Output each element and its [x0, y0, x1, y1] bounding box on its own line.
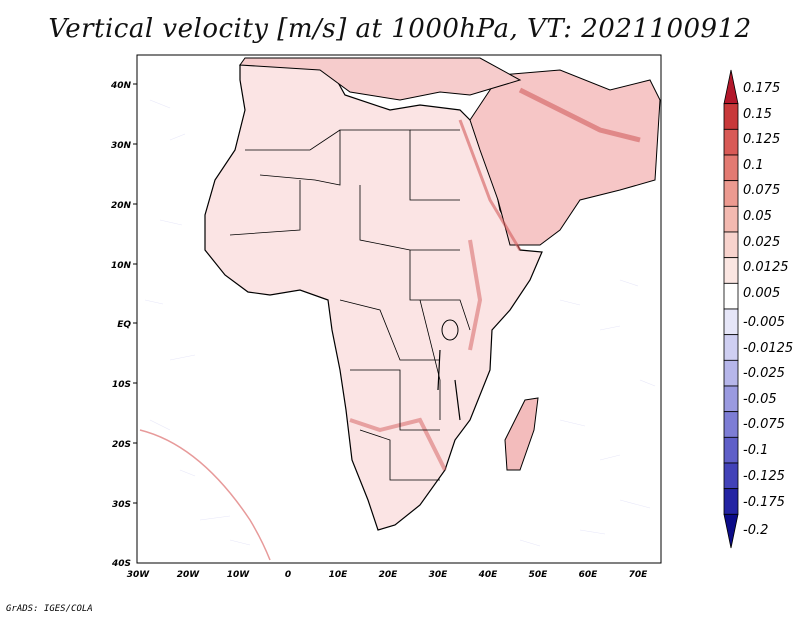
credit-text: GrADS: IGES/COLA [6, 604, 93, 614]
lon-label: 70E [629, 570, 649, 580]
colorbar-cell [723, 462, 739, 490]
ocean-noise [144, 99, 656, 547]
europe-landmass [239, 57, 522, 101]
lon-label: 20W [177, 570, 201, 580]
colorbar-label: 0.175 [743, 81, 780, 96]
red-sea-coast [458, 119, 522, 251]
colorbar-cell [723, 69, 739, 105]
lon-label: 30W [127, 570, 151, 580]
lat-label: 40N [110, 81, 132, 91]
longitude-axis: 30W 20W 10W 0 10E 20E 30E 40E 50E 60E 70… [127, 570, 648, 580]
colorbar-cell [723, 385, 739, 413]
colorbar-cell [723, 103, 739, 130]
rift-lakes [437, 349, 461, 421]
country-borders [229, 129, 471, 481]
colorbar-cell [723, 308, 739, 336]
east-african-highlands [468, 239, 483, 351]
latitude-axis: 40N 30N 20N 10N EQ 10S 20S 30S 40S [110, 81, 132, 569]
colorbar-cell [723, 257, 739, 284]
colorbar-label: 0.075 [743, 183, 780, 198]
lat-label: 20N [111, 201, 132, 211]
lat-label: 40S [111, 559, 131, 569]
map-panel [136, 54, 662, 564]
colorbar-cell [723, 180, 739, 207]
colorbar-label: 0.0125 [743, 260, 789, 275]
colorbar-label: -0.075 [743, 417, 785, 432]
colorbar-cell [723, 154, 739, 182]
lake-victoria [441, 319, 459, 341]
colorbar-cell [723, 411, 739, 438]
madagascar [504, 397, 539, 471]
lat-ticks [133, 83, 137, 504]
lon-label: 30E [429, 570, 449, 580]
lon-label: 40E [478, 570, 499, 580]
colorbar-label: 0.1 [743, 158, 764, 173]
colorbar-cell [723, 334, 739, 361]
lat-label: 10N [111, 261, 132, 271]
colorbar-label: -0.0125 [743, 341, 793, 356]
colorbar-cell [723, 513, 739, 549]
lat-label: EQ [117, 320, 131, 330]
colorbar-cell [723, 205, 739, 233]
colorbar-cell [723, 231, 739, 259]
lon-label: 10W [227, 570, 251, 580]
lat-label: 30N [111, 141, 132, 151]
colorbar-cell [723, 359, 739, 387]
colorbar-label: -0.1 [743, 443, 768, 458]
lon-label: 60E [579, 570, 599, 580]
lon-label: 0 [285, 570, 291, 580]
colorbar-label: -0.025 [743, 366, 785, 381]
lon-label: 50E [529, 570, 549, 580]
chart-title: Vertical velocity [m/s] at 1000hPa, VT: … [48, 14, 752, 44]
arabia-landmass [469, 69, 661, 246]
lon-label: 20E [379, 570, 399, 580]
lat-label: 30S [112, 500, 131, 510]
colorbar-label: 0.005 [743, 286, 780, 301]
frontal-streak [139, 429, 271, 561]
colorbar-cell [723, 488, 739, 515]
colorbar-label: 0.025 [743, 235, 780, 250]
colorbar-label: -0.005 [743, 315, 785, 330]
lat-label: 10S [112, 380, 131, 390]
colorbar: 0.175 0.15 0.125 0.1 0.075 0.05 0.025 0.… [723, 69, 793, 549]
colorbar-label: 0.125 [743, 132, 780, 147]
colorbar-label: -0.05 [743, 392, 777, 407]
colorbar-label: -0.175 [743, 495, 785, 510]
colorbar-label: -0.2 [743, 523, 768, 538]
colorbar-cell [723, 436, 739, 464]
colorbar-label: -0.125 [743, 469, 785, 484]
lon-label: 10E [329, 570, 349, 580]
iranian-plateau [518, 87, 641, 143]
colorbar-cells [723, 69, 739, 549]
colorbar-cell [723, 282, 739, 310]
colorbar-label: 0.15 [743, 107, 772, 122]
lat-label: 20S [112, 440, 131, 450]
colorbar-cell [723, 128, 739, 156]
africa-landmass [204, 61, 543, 531]
colorbar-label: 0.05 [743, 209, 772, 224]
